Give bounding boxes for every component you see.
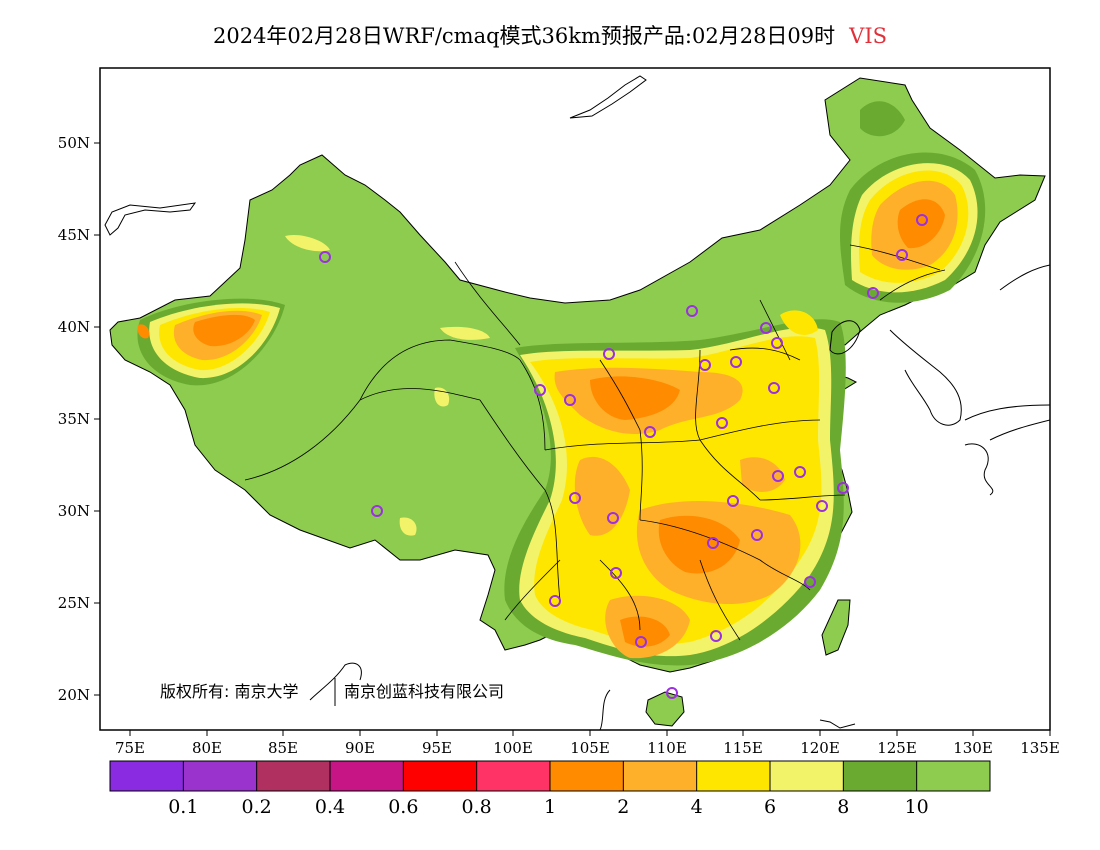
station-marker <box>867 287 879 299</box>
station-marker <box>837 482 849 494</box>
station-marker <box>916 214 928 226</box>
station-marker <box>610 567 622 579</box>
copyright-label: 版权所有: 南京大学 <box>160 682 298 701</box>
station-marker <box>666 687 678 699</box>
lon-tick-label: 80E <box>192 739 222 757</box>
map-area <box>104 75 1050 730</box>
colorbar-label: 4 <box>691 796 703 818</box>
copyright-note: 版权所有: 南京大学 南京创蓝科技有限公司 <box>160 678 504 706</box>
colorbar-swatch <box>843 761 917 791</box>
lat-tick-label: 50N <box>58 134 90 152</box>
foreign-coastlines <box>104 75 1050 730</box>
lon-tick-label: 90E <box>345 739 375 757</box>
lon-tick-label: 130E <box>953 739 993 757</box>
colorbar-swatch <box>330 761 404 791</box>
station-marker <box>371 505 383 517</box>
station-marker <box>816 500 828 512</box>
lon-tick-label: 110E <box>647 739 687 757</box>
colorbar-label: 0.4 <box>315 796 345 818</box>
lat-tick-label: 45N <box>58 226 90 244</box>
station-marker <box>804 576 816 588</box>
lon-tick-label: 135E <box>1020 739 1060 757</box>
station-marker <box>607 512 619 524</box>
colorbar-label: 0.8 <box>462 796 492 818</box>
lon-tick-label: 120E <box>800 739 840 757</box>
station-marker <box>727 495 739 507</box>
station-marker <box>760 322 772 334</box>
colorbar-label: 0.2 <box>242 796 272 818</box>
station-marker <box>699 359 711 371</box>
colorbar-label: 2 <box>617 796 629 818</box>
colorbar-swatch <box>623 761 697 791</box>
colorbar-swatch <box>110 761 184 791</box>
title-main: 2024年02月28日WRF/cmaq模式36km预报产品:02月28日09时 <box>212 24 836 48</box>
colorbar-swatch <box>476 761 550 791</box>
station-marker <box>549 595 561 607</box>
lat-tick-label: 30N <box>58 502 90 520</box>
lat-tick-label: 35N <box>58 410 90 428</box>
colorbar-label: 6 <box>764 796 776 818</box>
station-marker <box>771 337 783 349</box>
colorbar-label: 1 <box>544 796 556 818</box>
lon-tick-label: 115E <box>723 739 763 757</box>
latitude-axis: 50N 45N 40N 35N 30N 25N 20N <box>58 134 100 704</box>
colorbar-swatch <box>403 761 477 791</box>
station-marker <box>644 426 656 438</box>
lon-tick-label: 75E <box>115 739 145 757</box>
colorbar-swatch <box>916 761 990 791</box>
hainan-island <box>645 691 685 727</box>
station-markers <box>319 214 928 699</box>
title-variable: VIS <box>849 24 888 48</box>
lat-tick-label: 20N <box>58 686 90 704</box>
station-marker <box>716 417 728 429</box>
station-marker <box>603 348 615 360</box>
lat-tick-label: 40N <box>58 318 90 336</box>
station-marker <box>772 470 784 482</box>
colorbar-label: 0.1 <box>168 796 198 818</box>
colorbar-label: 0.6 <box>388 796 418 818</box>
lon-tick-label: 100E <box>493 739 533 757</box>
station-marker <box>569 492 581 504</box>
station-marker <box>730 356 742 368</box>
station-marker <box>710 630 722 642</box>
copyright-company: 南京创蓝科技有限公司 <box>344 682 504 701</box>
station-marker <box>635 636 647 648</box>
station-marker <box>319 251 331 263</box>
map-frame <box>99 67 1051 731</box>
station-marker <box>896 249 908 261</box>
lon-tick-label: 95E <box>422 739 452 757</box>
station-marker <box>768 382 780 394</box>
province-boundaries <box>244 244 946 641</box>
colorbar-label: 10 <box>905 796 929 818</box>
station-marker <box>707 537 719 549</box>
colorbar-swatch <box>183 761 257 791</box>
orange-regions <box>137 199 945 647</box>
colorbar-swatch <box>696 761 770 791</box>
colorbar: 0.1 0.2 0.4 0.6 0.8 1 2 4 6 8 10 <box>109 760 991 818</box>
station-marker <box>686 305 698 317</box>
colorbar-swatch <box>256 761 330 791</box>
lat-tick-label: 25N <box>58 594 90 612</box>
station-marker <box>534 384 546 396</box>
map-title: 2024年02月28日WRF/cmaq模式36km预报产品:02月28日09时 V… <box>0 20 1100 50</box>
lon-tick-label: 105E <box>570 739 610 757</box>
taiwan-island <box>821 599 851 656</box>
station-marker <box>564 394 576 406</box>
colorbar-swatch <box>770 761 844 791</box>
lon-tick-label: 125E <box>877 739 917 757</box>
longitude-axis: 75E 80E 85E 90E 95E 100E 105E 110E 115E … <box>115 730 1060 757</box>
station-marker <box>794 466 806 478</box>
station-marker <box>751 529 763 541</box>
colorbar-label: 8 <box>837 796 849 818</box>
colorbar-swatch <box>550 761 624 791</box>
lon-tick-label: 85E <box>268 739 298 757</box>
